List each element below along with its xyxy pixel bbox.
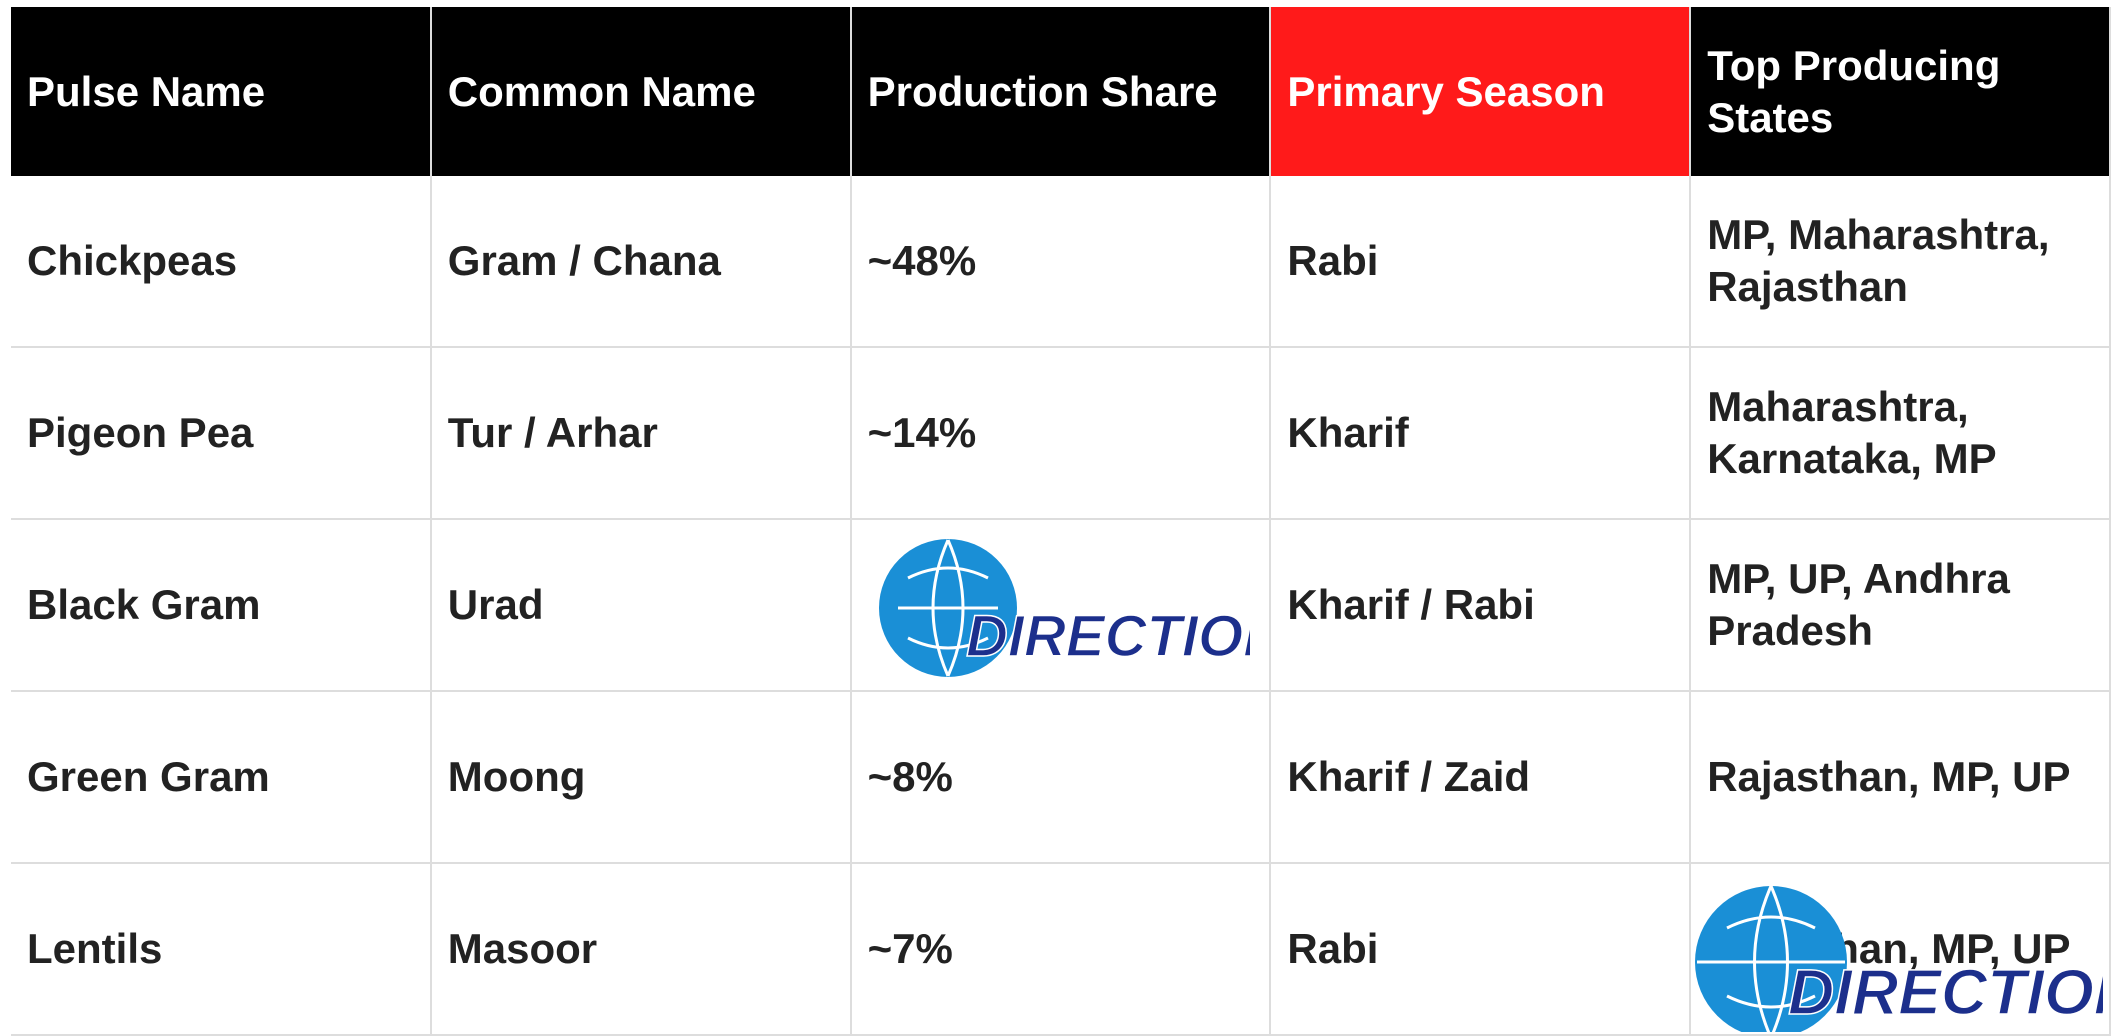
table-row: Green Gram Moong ~8% Kharif / Zaid Rajasthan… <box>11 691 2111 864</box>
logo-globe <box>1695 886 1847 1032</box>
table-cell: Pigeon Pea <box>11 347 432 520</box>
table-cell: ~8% <box>849 691 1272 864</box>
header-cell: Primary Season <box>1270 7 1692 176</box>
table-cell: Kharif / Rabi <box>1269 519 1692 692</box>
header-cell: Common Name <box>430 7 852 176</box>
table-cell: ~14% <box>849 347 1272 520</box>
table-cell: Maharashtra, Karnataka, MP <box>1689 347 2111 520</box>
table-cell: MP, UP, Andhra Pradesh <box>1689 519 2111 692</box>
table-cell: Masoor <box>429 863 852 1036</box>
table-cell: Black Gram <box>11 519 432 692</box>
header-cell: Production Share <box>850 7 1272 176</box>
header-row: Pulse Name Common Name Production Share Pri… <box>11 7 2111 176</box>
header-cell: Pulse Name <box>11 7 432 176</box>
table-row: Chickpeas Gram / Chana ~48% Rabi MP, Maharas… <box>11 176 2111 348</box>
watermark-logo: DIRECTION <box>1695 886 2103 1032</box>
table-cell: Lentils <box>11 863 432 1036</box>
table-cell: Tur / Arhar <box>429 347 852 520</box>
pulses-table: Pulse Name Common Name Production Share Pri… <box>11 7 2111 1036</box>
table-cell: ~48% <box>849 176 1272 348</box>
table-cell: Rajasthan, MP, UP <box>1689 691 2111 864</box>
table-cell: Gram / Chana <box>429 176 852 348</box>
table-cell: Kharif / Zaid <box>1269 691 1692 864</box>
watermark-logo: DIRECTION <box>879 539 1250 677</box>
table-cell: MP, Maharashtra, Rajasthan <box>1689 176 2111 348</box>
table-cell: Rabi <box>1269 863 1692 1036</box>
table-cell: Chickpeas <box>11 176 432 348</box>
logo-lines <box>1697 886 1845 1032</box>
logo-lines <box>898 539 998 677</box>
table-cell: Green Gram <box>11 691 432 864</box>
logo-text: DIRECTION <box>966 604 1250 669</box>
header-cell: Top Producing States <box>1690 7 2111 176</box>
table-row: Pigeon Pea Tur / Arhar ~14% Kharif Maharasht… <box>11 347 2111 520</box>
table-cell: Kharif <box>1269 347 1692 520</box>
table-cell: Moong <box>429 691 852 864</box>
table-cell: ~7% <box>849 863 1272 1036</box>
table-row: Lentils Masoor ~7% Rabi Rajasthan, MP, UP <box>11 863 2111 1036</box>
table-cell: Urad <box>429 519 852 692</box>
table-header: Pulse Name Common Name Production Share Pri… <box>11 7 2111 176</box>
table-body: Chickpeas Gram / Chana ~48% Rabi MP, Maharas… <box>11 176 2111 1036</box>
table-row: Black Gram Urad Kharif / Rabi MP, UP, Andhr… <box>11 519 2111 692</box>
logo-text: DIRECTION <box>1788 956 2103 1028</box>
table-cell: Rabi <box>1269 176 1692 348</box>
